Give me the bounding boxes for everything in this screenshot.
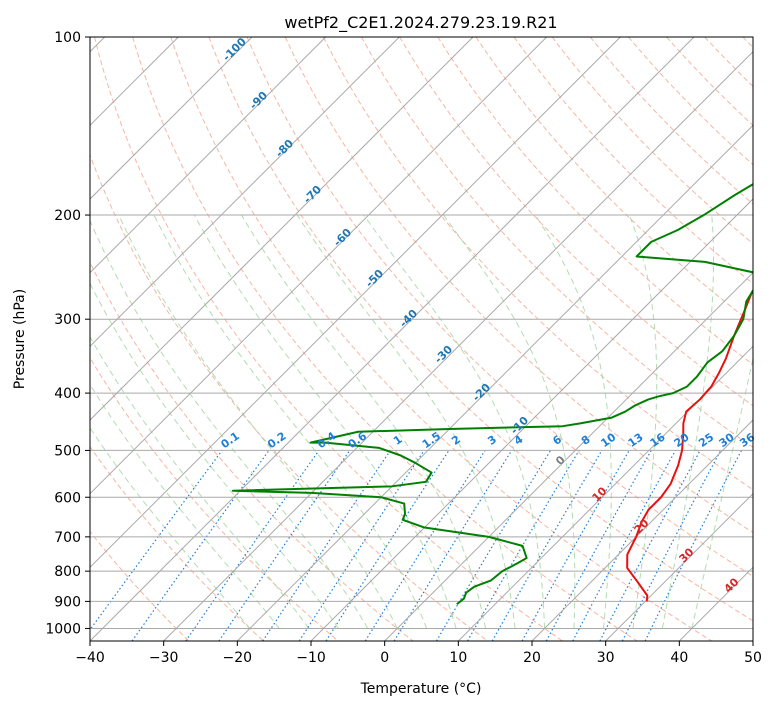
x-tick-label: −20 [223,650,253,666]
x-tick-label: −30 [149,650,179,666]
y-tick-label: 600 [54,490,81,506]
x-tick-label: 20 [523,650,541,666]
x-tick-label: 0 [380,650,389,666]
x-tick-label: 50 [744,650,762,666]
y-tick-label: 100 [54,30,81,46]
y-tick-label: 300 [54,312,81,328]
x-tick-label: −10 [296,650,326,666]
y-tick-label: 800 [54,564,81,580]
y-tick-label: 500 [54,443,81,459]
x-tick-label: 30 [597,650,615,666]
y-tick-label: 400 [54,386,81,402]
y-tick-label: 700 [54,530,81,546]
x-axis-title: Temperature (°C) [360,681,482,697]
y-axis-title: Pressure (hPa) [12,289,28,389]
y-tick-label: 1000 [45,621,81,637]
x-tick-label: 10 [449,650,467,666]
x-tick-label: −40 [75,650,105,666]
y-tick-label: 200 [54,208,81,224]
chart-title: wetPf2_C2E1.2024.279.23.19.R21 [284,13,557,33]
x-tick-label: 40 [670,650,688,666]
y-tick-label: 900 [54,594,81,610]
